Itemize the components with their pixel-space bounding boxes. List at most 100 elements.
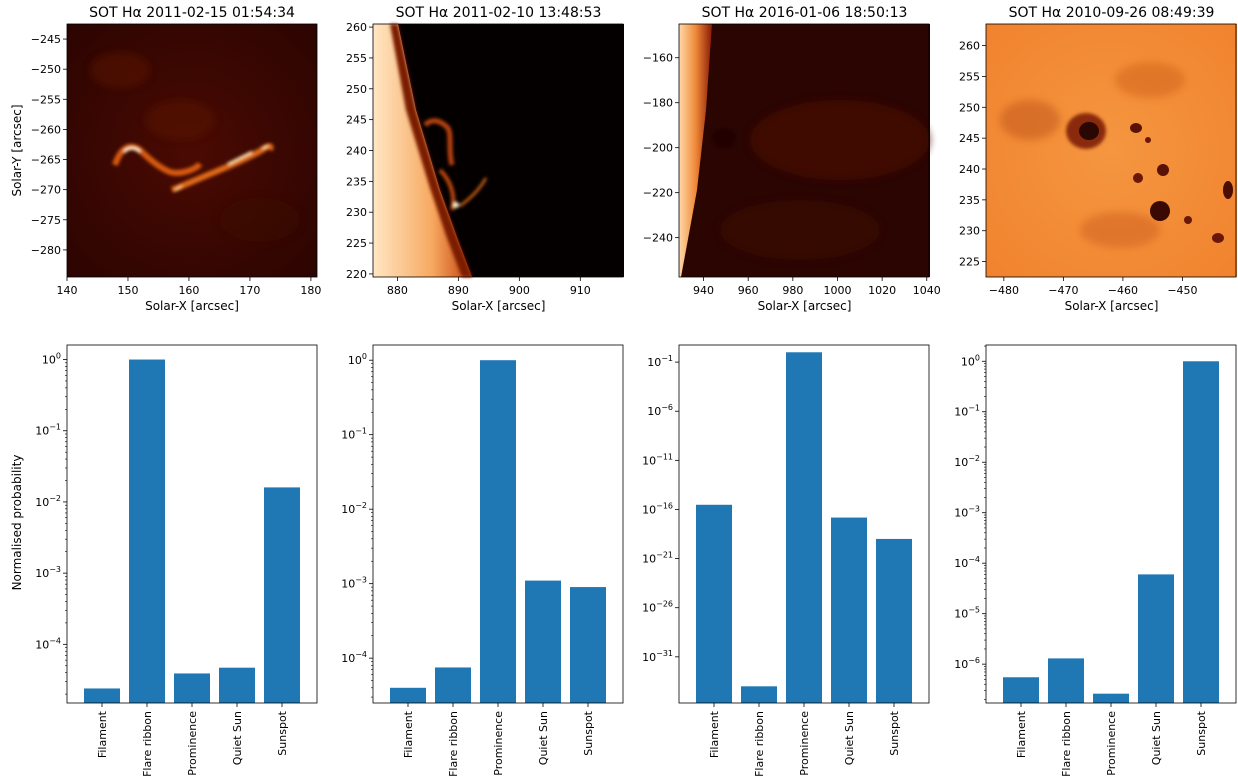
- y-tick-label: 10−2: [35, 494, 61, 509]
- y-tick-label: 100: [42, 352, 61, 367]
- bar: [480, 360, 516, 703]
- x-tick-label: 150: [117, 284, 138, 297]
- x-tick-label: 180: [300, 284, 321, 297]
- y-tick-label: 10−31: [642, 649, 673, 664]
- y-tick-label: −255: [31, 93, 61, 106]
- y-tick-label: −220: [643, 187, 673, 200]
- x-tick-label: 890: [448, 284, 469, 297]
- bar: [1093, 693, 1129, 703]
- category-label: Quiet Sun: [843, 711, 856, 765]
- y-tick-label: 235: [346, 175, 367, 188]
- bar-chart-frame-2: [372, 344, 624, 704]
- image-frame-3: [678, 23, 930, 278]
- y-tick-label: 10−3: [954, 505, 980, 520]
- y-tick-label: 230: [959, 225, 980, 238]
- category-label: Flare ribbon: [753, 711, 766, 777]
- x-tick-label: 1020: [868, 284, 896, 297]
- bar: [264, 487, 300, 703]
- category-label: Prominence: [492, 711, 505, 776]
- y-tick-label: 10−2: [954, 454, 980, 469]
- y-tick-label: 10−11: [642, 452, 673, 467]
- y-tick-label: 10−21: [642, 551, 673, 566]
- x-tick-label: 160: [178, 284, 199, 297]
- category-label: Flare ribbon: [447, 711, 460, 777]
- y-tick-label: −160: [643, 52, 673, 65]
- bar: [390, 687, 426, 703]
- y-tick-label: 10−26: [642, 600, 673, 615]
- y-tick-label: −245: [31, 33, 61, 46]
- bar: [525, 580, 561, 703]
- bar: [129, 359, 165, 703]
- y-tick-label: 100: [961, 353, 980, 368]
- y-axis-label-probability: Normalised probability: [10, 455, 24, 591]
- y-tick-label: 245: [346, 114, 367, 127]
- y-tick-label: 10−4: [954, 555, 980, 570]
- y-tick-label: 10−3: [35, 565, 61, 580]
- y-tick-label: −240: [643, 232, 673, 245]
- category-label: Quiet Sun: [537, 711, 550, 765]
- image-title-2: SOT Hα 2011-02-10 13:48:53: [396, 5, 602, 21]
- bar: [435, 667, 471, 703]
- category-label: Filament: [96, 710, 109, 758]
- bar: [696, 504, 732, 703]
- bar: [831, 517, 867, 703]
- image-title-4: SOT Hα 2010-09-26 08:49:39: [1009, 5, 1215, 21]
- y-tick-label: 10−16: [642, 501, 673, 516]
- x-tick-label: 900: [509, 284, 530, 297]
- y-tick-label: 225: [346, 237, 367, 250]
- y-tick-label: 255: [959, 70, 980, 83]
- y-tick-label: 10−1: [341, 427, 367, 442]
- x-axis-label-1: Solar-X [arcsec]: [145, 299, 239, 313]
- x-axis-label-4: Solar-X [arcsec]: [1065, 299, 1159, 313]
- y-tick-label: 220: [346, 268, 367, 281]
- y-tick-label: 240: [346, 145, 367, 158]
- y-tick-label: −275: [31, 214, 61, 227]
- bar: [876, 538, 912, 703]
- y-tick-label: 260: [346, 21, 367, 34]
- x-tick-label: −470: [1048, 284, 1078, 297]
- bar: [1138, 574, 1174, 703]
- y-tick-label: −200: [643, 142, 673, 155]
- x-tick-label: 1000: [823, 284, 851, 297]
- chart-marks: 140 150 160 170 180 −245 −250 −255 −260 −265 −270 −…: [31, 21, 1237, 777]
- x-tick-label: −450: [1167, 284, 1197, 297]
- x-tick-label: 980: [782, 284, 803, 297]
- x-tick-label: 880: [387, 284, 408, 297]
- image-title-1: SOT Hα 2011-02-15 01:54:34: [89, 5, 295, 21]
- y-tick-label: 260: [959, 40, 980, 53]
- y-tick-label: 10−6: [954, 656, 980, 671]
- y-tick-label: 10−3: [341, 576, 367, 591]
- bar-chart-frame-4: [985, 344, 1237, 704]
- image-panel-1: [67, 24, 317, 277]
- category-label: Prominence: [186, 711, 199, 776]
- category-label: Sunspot: [276, 710, 289, 755]
- x-axis-label-2: Solar-X [arcsec]: [452, 299, 546, 313]
- y-tick-label: −270: [31, 184, 61, 197]
- category-label: Sunspot: [582, 710, 595, 755]
- y-tick-label: 10−1: [35, 423, 61, 438]
- image-panel-4: [986, 24, 1237, 277]
- y-tick-label: 230: [346, 206, 367, 219]
- x-axis-label-3: Solar-X [arcsec]: [758, 299, 852, 313]
- category-label: Flare ribbon: [141, 711, 154, 777]
- category-label: Filament: [708, 710, 721, 758]
- bar: [219, 667, 255, 703]
- y-tick-label: 10−6: [647, 403, 673, 418]
- y-tick-label: −180: [643, 97, 673, 110]
- bar-chart-frame-3: [678, 344, 930, 704]
- x-tick-label: 140: [57, 284, 78, 297]
- category-label: Prominence: [1105, 711, 1118, 776]
- y-tick-label: 100: [348, 352, 367, 367]
- y-tick-label: 240: [959, 163, 980, 176]
- bar: [1003, 677, 1039, 703]
- bar: [1048, 658, 1084, 703]
- y-axis-label-image: Solar-Y [arcsec]: [10, 104, 24, 196]
- y-tick-label: −265: [31, 154, 61, 167]
- y-tick-label: −280: [31, 244, 61, 257]
- image-panel-3: [679, 24, 930, 277]
- bar: [1183, 361, 1219, 703]
- x-tick-label: −460: [1108, 284, 1138, 297]
- y-tick-label: 235: [959, 194, 980, 207]
- category-label: Sunspot: [1195, 710, 1208, 755]
